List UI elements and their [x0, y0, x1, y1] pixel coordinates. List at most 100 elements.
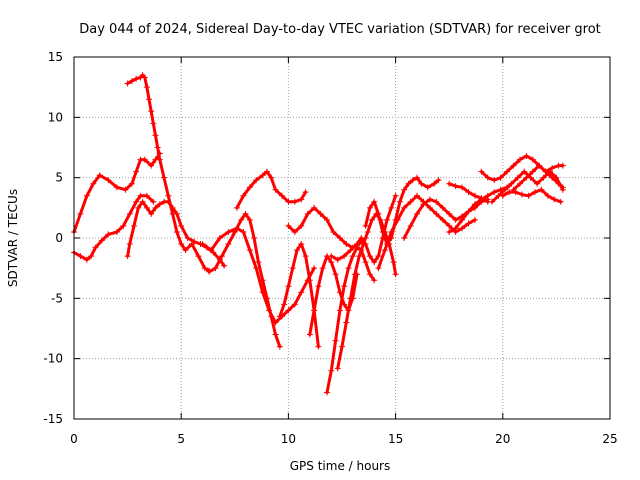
data-point [233, 204, 240, 211]
data-point [311, 307, 318, 314]
data-point [343, 319, 350, 326]
data-point [396, 198, 403, 205]
data-point [465, 189, 472, 196]
data-point [126, 241, 133, 248]
data-point [328, 367, 335, 374]
data-point [98, 237, 105, 244]
series-track-06 [199, 225, 318, 326]
data-point [328, 259, 335, 266]
data-point [165, 192, 172, 199]
data-point [240, 192, 247, 199]
series-track-11 [323, 244, 378, 396]
data-point [315, 343, 322, 350]
data-point [291, 198, 298, 205]
data-point [304, 210, 311, 217]
data-point [489, 198, 496, 205]
data-point [362, 222, 369, 229]
data-point [272, 319, 279, 326]
data-point [345, 265, 352, 272]
data-point [504, 168, 511, 175]
data-point [401, 235, 408, 241]
data-point [276, 313, 283, 320]
data-point [173, 210, 180, 217]
data-point [105, 231, 112, 238]
data-point [369, 216, 376, 223]
data-point [141, 74, 148, 81]
data-point [302, 253, 309, 260]
series-line [402, 197, 490, 240]
data-point [156, 156, 163, 163]
data-point [246, 216, 253, 223]
data-point [336, 235, 343, 241]
y-axis-label: SDTVAR / TECUs [6, 189, 20, 287]
data-point [459, 216, 466, 223]
data-point [178, 222, 185, 229]
data-point [354, 241, 361, 248]
data-point [446, 210, 453, 217]
data-point [233, 225, 240, 232]
data-point [317, 210, 324, 217]
data-point [381, 247, 388, 254]
data-point [452, 225, 459, 232]
data-point [201, 265, 208, 272]
data-point [516, 156, 523, 163]
y-tick-label: 10 [48, 110, 63, 124]
y-tick-label: 5 [55, 171, 63, 185]
data-point [401, 186, 408, 193]
data-point [478, 195, 485, 202]
data-point [253, 177, 260, 184]
data-point [255, 259, 262, 266]
data-point [154, 144, 161, 151]
data-point [362, 259, 369, 266]
data-point [152, 132, 159, 139]
series-line [329, 194, 398, 264]
data-point [298, 241, 305, 248]
series-track-17 [446, 184, 511, 235]
data-point [124, 80, 131, 87]
data-point [133, 198, 140, 205]
data-point [452, 183, 459, 190]
series-track-07 [233, 168, 309, 211]
data-point [491, 189, 498, 196]
data-point [388, 228, 395, 235]
data-point [375, 210, 382, 217]
data-point [311, 265, 318, 272]
data-point [150, 198, 157, 205]
data-point [401, 204, 408, 211]
data-point [272, 331, 279, 338]
data-point [328, 253, 335, 260]
data-point [298, 222, 305, 229]
data-point [96, 172, 103, 179]
data-point [285, 283, 292, 290]
data-point [133, 168, 140, 175]
data-point [514, 174, 521, 181]
data-point [330, 228, 337, 235]
data-point [366, 204, 373, 211]
data-point [268, 174, 275, 181]
data-point [358, 235, 365, 241]
data-point [141, 156, 148, 163]
data-point [178, 241, 185, 248]
data-point [272, 186, 279, 193]
data-point [555, 180, 562, 187]
data-point [124, 253, 131, 260]
data-point [334, 365, 341, 372]
data-point [218, 253, 225, 260]
data-point [484, 192, 491, 199]
data-point [278, 192, 285, 199]
data-point [184, 235, 191, 241]
data-point [366, 253, 373, 260]
data-point [276, 343, 283, 350]
data-point [135, 204, 142, 211]
axis-ticks: 0 5 10 15 20 25 -15 -10 -5 0 5 10 15 [43, 50, 617, 446]
data-point [77, 253, 84, 260]
data-point [285, 222, 292, 229]
data-point [182, 247, 189, 254]
data-point [83, 256, 90, 263]
data-point [319, 265, 326, 272]
data-point [298, 196, 305, 203]
data-point [478, 168, 485, 175]
series-line [201, 226, 316, 324]
data-point [105, 177, 112, 184]
